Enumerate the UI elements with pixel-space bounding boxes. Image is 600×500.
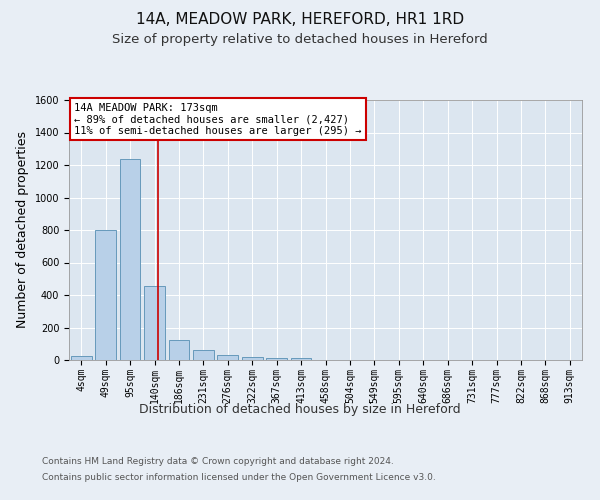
Text: Distribution of detached houses by size in Hereford: Distribution of detached houses by size … bbox=[139, 402, 461, 415]
Bar bbox=[290, 358, 311, 360]
Bar bbox=[95, 230, 116, 360]
Y-axis label: Number of detached properties: Number of detached properties bbox=[16, 132, 29, 328]
Bar bbox=[266, 358, 287, 360]
Bar bbox=[71, 356, 92, 360]
Bar bbox=[242, 357, 263, 360]
Text: 14A, MEADOW PARK, HEREFORD, HR1 1RD: 14A, MEADOW PARK, HEREFORD, HR1 1RD bbox=[136, 12, 464, 28]
Bar bbox=[217, 356, 238, 360]
Text: Size of property relative to detached houses in Hereford: Size of property relative to detached ho… bbox=[112, 32, 488, 46]
Bar bbox=[169, 340, 190, 360]
Bar bbox=[144, 286, 165, 360]
Text: 14A MEADOW PARK: 173sqm
← 89% of detached houses are smaller (2,427)
11% of semi: 14A MEADOW PARK: 173sqm ← 89% of detache… bbox=[74, 102, 362, 136]
Bar bbox=[193, 350, 214, 360]
Text: Contains HM Land Registry data © Crown copyright and database right 2024.: Contains HM Land Registry data © Crown c… bbox=[42, 458, 394, 466]
Text: Contains public sector information licensed under the Open Government Licence v3: Contains public sector information licen… bbox=[42, 472, 436, 482]
Bar bbox=[119, 158, 140, 360]
